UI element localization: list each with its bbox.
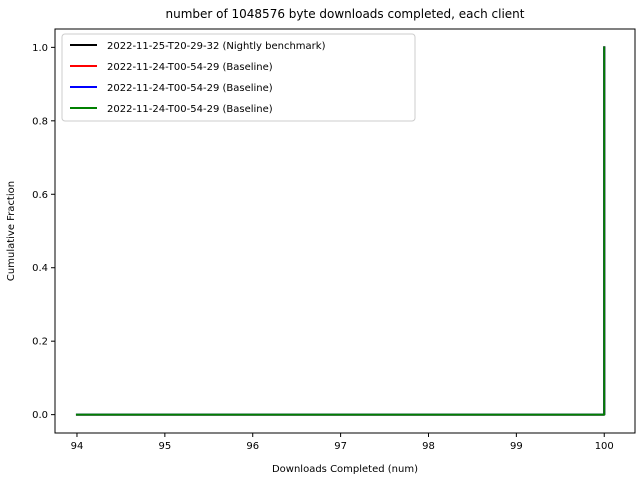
y-tick-label-2: 0.4	[32, 263, 48, 274]
y-tick-label-0: 0.0	[32, 410, 48, 421]
series-layer	[75, 46, 606, 416]
legend-label-2: 2022-11-24-T00-54-29 (Baseline)	[107, 83, 273, 94]
series-line-3	[75, 46, 606, 416]
y-tick-label-5: 1.0	[32, 43, 48, 54]
x-tick-label-6: 100	[595, 441, 614, 452]
y-axis-label: Cumulative Fraction	[6, 181, 17, 281]
y-tick-label-3: 0.6	[32, 190, 48, 201]
x-tick-label-1: 95	[158, 441, 171, 452]
y-tick-label-1: 0.2	[32, 337, 48, 348]
x-tick-label-2: 96	[246, 441, 259, 452]
y-axis: 0.0 0.2 0.4 0.6 0.8 1.0	[32, 43, 55, 421]
legend: 2022-11-25-T20-29-32 (Nightly benchmark)…	[61, 33, 416, 122]
legend-label-3: 2022-11-24-T00-54-29 (Baseline)	[107, 104, 273, 115]
chart-title: number of 1048576 byte downloads complet…	[165, 7, 524, 21]
x-tick-label-5: 99	[510, 441, 523, 452]
x-tick-label-0: 94	[71, 441, 84, 452]
legend-label-0: 2022-11-25-T20-29-32 (Nightly benchmark)	[107, 41, 326, 52]
x-axis-label: Downloads Completed (num)	[272, 464, 418, 475]
legend-label-1: 2022-11-24-T00-54-29 (Baseline)	[107, 62, 273, 73]
legend-box	[61, 33, 416, 122]
y-tick-label-4: 0.8	[32, 116, 48, 127]
x-tick-label-4: 98	[422, 441, 435, 452]
x-tick-label-3: 97	[334, 441, 347, 452]
x-axis: 94 95 96 97 98 99 100	[71, 433, 614, 452]
plot-frame	[54, 28, 636, 434]
